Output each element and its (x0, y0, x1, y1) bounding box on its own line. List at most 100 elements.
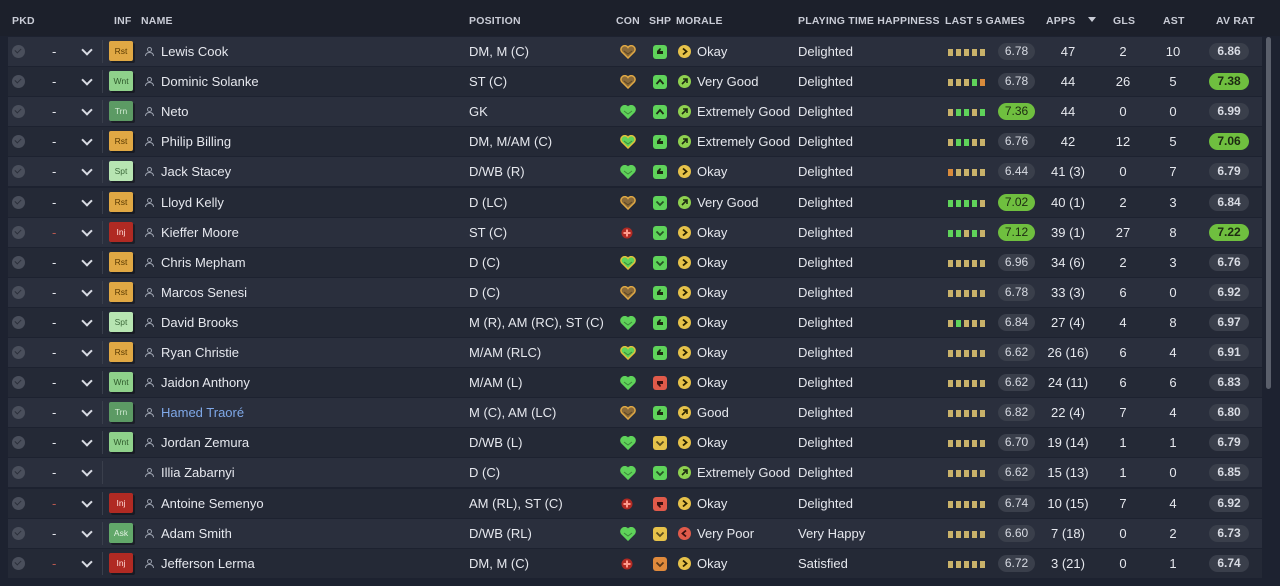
influence-badge[interactable]: Inj (109, 221, 133, 242)
table-row[interactable]: - Wnt Dominic Solanke ST (C) Very Good Deligh… (8, 67, 1262, 97)
col-playing-time-happiness[interactable]: PLAYING TIME HAPPINESS (798, 15, 940, 27)
player-name[interactable]: Antoine Semenyo (161, 495, 264, 511)
table-row[interactable]: - Rst Marcos Senesi D (C) Okay Delighted 6.78 3… (8, 277, 1262, 307)
pick-checkbox[interactable] (12, 285, 25, 299)
average-rating: 6.92 (1209, 494, 1249, 512)
pick-checkbox[interactable] (12, 135, 25, 149)
player-name[interactable]: Jack Stacey (161, 164, 232, 180)
influence-badge[interactable]: Rst (109, 131, 133, 152)
col-apps[interactable]: APPS (1046, 15, 1076, 27)
pick-value: - (52, 495, 57, 511)
player-name[interactable]: Dominic Solanke (161, 74, 259, 90)
table-row[interactable]: - Inj Kieffer Moore ST (C) Okay Delighted 7.12… (8, 217, 1262, 247)
pick-checkbox[interactable] (12, 45, 25, 58)
influence-badge[interactable]: Rst (109, 191, 133, 212)
pick-value: - (52, 224, 57, 240)
form-square (980, 139, 985, 147)
pick-checkbox[interactable] (12, 496, 25, 510)
pick-checkbox[interactable] (12, 165, 25, 179)
player-name[interactable]: Lloyd Kelly (161, 194, 224, 210)
table-row[interactable]: - Rst Chris Mepham D (C) Okay Delighted 6.96 34… (8, 247, 1262, 277)
player-name[interactable]: David Brooks (161, 314, 239, 330)
col-inf[interactable]: INF (114, 15, 132, 27)
influence-badge[interactable]: Rst (109, 281, 133, 302)
col-shp[interactable]: SHP (649, 15, 672, 27)
col-av-rat[interactable]: AV RAT (1216, 15, 1255, 27)
col-name[interactable]: NAME (141, 15, 173, 27)
table-row[interactable]: - Spt Jack Stacey D/WB (R) Okay Delighted 6.44… (8, 157, 1262, 187)
player-name[interactable]: Ryan Christie (161, 345, 240, 360)
pick-checkbox[interactable] (12, 466, 25, 480)
pick-checkbox[interactable] (12, 376, 25, 390)
player-name[interactable]: Jaidon Anthony (161, 375, 250, 391)
col-last-5-games[interactable]: LAST 5 GAMES (945, 15, 1025, 27)
table-row[interactable]: - Wnt Jordan Zemura D/WB (L) Okay Delighted 6.… (8, 428, 1262, 458)
pick-checkbox[interactable] (12, 526, 25, 540)
table-row[interactable]: - Inj Jefferson Lerma DM, M (C) Okay Satisfie… (8, 548, 1262, 578)
col-con[interactable]: CON (616, 15, 640, 27)
table-row[interactable]: - Spt David Brooks M (R), AM (RC), ST (C) Ok… (8, 307, 1262, 337)
influence-badge[interactable]: Inj (109, 492, 133, 513)
assists: 0 (1169, 465, 1177, 481)
sort-desc-icon[interactable] (1088, 17, 1096, 22)
col-gls[interactable]: GLS (1113, 15, 1136, 27)
appearances: 24 (11) (1047, 375, 1089, 391)
table-row[interactable]: - Inj Antoine Semenyo AM (RL), ST (C) Okay De… (8, 488, 1262, 518)
form-square (980, 199, 985, 207)
table-row[interactable]: - Rst Lloyd Kelly D (LC) Very Good Delighted 7… (8, 187, 1262, 217)
player-name[interactable]: Jefferson Lerma (161, 555, 255, 571)
influence-badge[interactable]: Trn (109, 402, 133, 423)
influence-badge[interactable]: Wnt (109, 432, 133, 453)
col-pkd[interactable]: PKD (12, 15, 35, 27)
player-name[interactable]: Marcos Senesi (161, 284, 247, 300)
morale-label: Extremely Good (697, 465, 791, 481)
pick-checkbox[interactable] (12, 346, 25, 359)
col-morale[interactable]: MORALE (676, 15, 723, 27)
pick-checkbox[interactable] (12, 255, 25, 269)
morale-label: Okay (697, 495, 728, 511)
pick-checkbox[interactable] (12, 315, 25, 329)
table-row[interactable]: - Trn Hamed Traoré M (C), AM (LC) Good Deligh… (8, 398, 1262, 428)
influence-badge[interactable]: Inj (109, 552, 133, 573)
influence-badge[interactable]: Wnt (109, 372, 133, 393)
person-icon (145, 107, 154, 117)
table-row[interactable]: - Illia Zabarnyi D (C) Extremely Good Deligh… (8, 458, 1262, 488)
pick-checkbox[interactable] (12, 406, 25, 420)
influence-badge[interactable]: Wnt (109, 71, 133, 92)
player-name[interactable]: Jordan Zemura (161, 435, 250, 451)
table-row[interactable]: - Trn Neto GK Extremely Good Delighted 7.36 44 0… (8, 97, 1262, 127)
player-name[interactable]: Chris Mepham (161, 254, 246, 270)
player-name[interactable]: Hamed Traoré (161, 405, 245, 421)
table-row[interactable]: - Rst Ryan Christie M/AM (RLC) Okay Delighted… (8, 338, 1262, 367)
table-row[interactable]: - Ask Adam Smith D/WB (RL) Very Poor Very Hap… (8, 518, 1262, 548)
influence-badge[interactable]: Ask (109, 522, 133, 543)
pick-checkbox[interactable] (12, 225, 25, 239)
pick-checkbox[interactable] (12, 556, 25, 570)
player-name[interactable]: Philip Billing (161, 134, 232, 150)
player-name[interactable]: Lewis Cook (161, 44, 229, 59)
pick-checkbox[interactable] (12, 436, 25, 450)
pick-checkbox[interactable] (12, 195, 25, 209)
influence-badge[interactable]: Rst (109, 342, 133, 362)
player-name[interactable]: Neto (161, 104, 189, 120)
divider (102, 341, 103, 364)
player-name[interactable]: Kieffer Moore (161, 224, 239, 240)
influence-badge[interactable]: Spt (109, 311, 133, 332)
player-name[interactable]: Adam Smith (161, 525, 232, 541)
table-row[interactable]: - Rst Philip Billing DM, M/AM (C) Extremely … (8, 127, 1262, 157)
influence-badge[interactable]: Rst (109, 251, 133, 272)
pick-checkbox[interactable] (12, 105, 25, 119)
influence-badge[interactable]: Trn (109, 101, 133, 122)
col-ast[interactable]: AST (1163, 15, 1185, 27)
morale-label: Okay (697, 375, 728, 391)
player-name[interactable]: Illia Zabarnyi (161, 465, 235, 481)
table-row[interactable]: - Rst Lewis Cook DM, M (C) Okay Delighted 6.78… (8, 37, 1262, 66)
pick-checkbox[interactable] (12, 75, 25, 89)
goals: 0 (1119, 104, 1127, 120)
goals: 6 (1119, 345, 1127, 360)
table-row[interactable]: - Wnt Jaidon Anthony M/AM (L) Okay Delighted 6… (8, 368, 1262, 398)
influence-badge[interactable]: Spt (109, 161, 133, 182)
influence-badge[interactable]: Rst (109, 41, 133, 61)
scrollbar[interactable] (1266, 37, 1271, 389)
col-position[interactable]: POSITION (469, 15, 521, 27)
